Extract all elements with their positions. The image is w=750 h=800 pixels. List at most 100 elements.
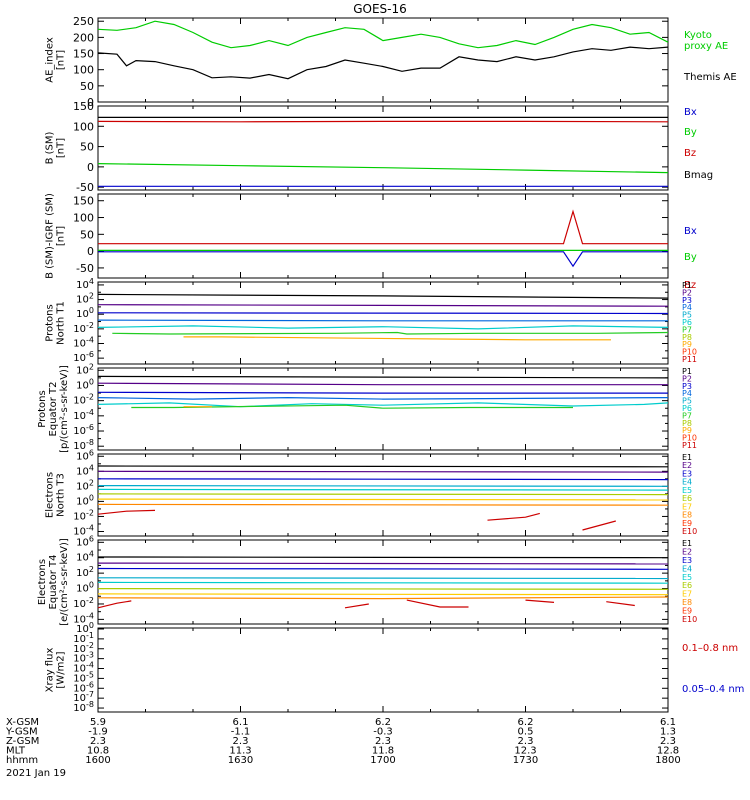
legend-label: E2 xyxy=(682,547,692,556)
axis-row-label: MLT xyxy=(6,746,26,757)
axis-row-value: 6.2 xyxy=(518,717,534,728)
legend-label: E8 xyxy=(682,511,692,520)
legend-label: E1 xyxy=(682,453,692,462)
axis-row-value: -1.9 xyxy=(88,727,108,738)
panel-frame xyxy=(97,193,669,279)
legend-label: E7 xyxy=(682,502,692,511)
legend-label: P2 xyxy=(682,288,692,297)
axis-row-value: 1630 xyxy=(228,755,253,766)
y-tick-label: 10-4 xyxy=(73,523,94,537)
legend-label: P11 xyxy=(682,441,697,450)
legend-label: P8 xyxy=(682,333,692,342)
axis-row-value: -0.3 xyxy=(373,727,393,738)
y-tick-label: 10-4 xyxy=(73,336,94,350)
y-tick-label: 104 xyxy=(76,550,94,564)
series-p2 xyxy=(97,382,668,386)
series-p1 xyxy=(97,375,669,379)
y-axis-title: Equator T4 xyxy=(48,555,59,610)
y-tick-label: 104 xyxy=(76,463,94,477)
axis-row-value: 2.3 xyxy=(518,736,534,747)
y-axis-title: [p/(cm²-s-sr-keV)] xyxy=(59,365,70,453)
series-e9 xyxy=(97,600,132,609)
date-label: 2021 Jan 19 xyxy=(6,768,66,779)
legend-label: E9 xyxy=(682,607,692,616)
legend-label: P1 xyxy=(682,281,692,290)
series-p3 xyxy=(97,391,668,394)
legend-label: E7 xyxy=(682,590,692,599)
series-p5 xyxy=(97,402,669,408)
y-axis-title: B (SM)-IGRF (SM) xyxy=(45,193,56,279)
y-axis-title: Electrons xyxy=(37,559,48,605)
series-kyoto xyxy=(97,20,669,49)
series-e9b xyxy=(344,603,369,609)
y-axis-title: North T3 xyxy=(56,473,67,517)
legend-label: E9 xyxy=(682,519,692,528)
y-tick-label: 100 xyxy=(76,581,94,595)
legend-label: P9 xyxy=(682,340,692,349)
series-e1 xyxy=(97,465,669,468)
legend-label: P3 xyxy=(682,382,692,391)
axis-row-value: 2.3 xyxy=(233,736,249,747)
axis-row-value: 1600 xyxy=(85,755,110,766)
legend-label: P8 xyxy=(682,419,692,428)
panel-frame xyxy=(97,367,669,451)
series-bz xyxy=(98,209,668,245)
legend-label: E10 xyxy=(682,527,697,536)
y-tick-label: 10-2 xyxy=(73,641,94,655)
series-themis-ae xyxy=(97,46,669,80)
legend-label: E5 xyxy=(682,486,692,495)
y-tick-label: 102 xyxy=(76,478,94,492)
series-by xyxy=(97,163,669,174)
legend-label: Themis AE xyxy=(683,72,737,83)
legend-label: E8 xyxy=(682,598,692,607)
y-tick-label: 10-3 xyxy=(73,651,94,665)
y-axis-title: [nT] xyxy=(56,138,67,158)
axis-row-value: 1730 xyxy=(513,755,538,766)
y-tick-label: 10-4 xyxy=(73,611,94,625)
axis-row-value: 2.3 xyxy=(660,736,676,747)
axis-row-value: 6.1 xyxy=(233,717,249,728)
legend-label: E4 xyxy=(682,478,692,487)
series-e9d xyxy=(525,599,555,603)
y-tick-label: 50 xyxy=(80,141,94,154)
series-e9c xyxy=(406,599,469,608)
series-e7 xyxy=(97,498,669,501)
y-tick-label: 0 xyxy=(87,245,94,258)
panel-frame xyxy=(97,17,669,103)
legend-label: P10 xyxy=(682,348,697,357)
y-tick-label: 150 xyxy=(73,48,94,61)
y-tick-label: 100 xyxy=(73,120,94,133)
series-bx xyxy=(98,251,668,268)
y-tick-label: -50 xyxy=(76,262,94,275)
y-axis-title: Protons xyxy=(37,390,48,427)
y-tick-label: 10-6 xyxy=(73,680,94,694)
series-e3 xyxy=(97,567,669,570)
panel-frame xyxy=(97,105,669,191)
y-tick-label: 10-5 xyxy=(73,670,94,684)
legend-label: By xyxy=(684,127,697,138)
y-tick-label: 10-1 xyxy=(73,631,94,645)
axis-row-value: 1800 xyxy=(655,755,680,766)
legend-label: E4 xyxy=(682,564,692,573)
y-tick-label: 150 xyxy=(73,195,94,208)
series-p6 xyxy=(112,331,669,335)
plot-title: GOES-16 xyxy=(353,2,407,16)
y-axis-title: B (SM) xyxy=(45,131,56,164)
series-e6 xyxy=(97,587,669,590)
legend-label: P7 xyxy=(682,325,692,334)
legend-label: E1 xyxy=(682,539,692,548)
legend-label: P6 xyxy=(682,404,692,413)
y-tick-label: 10-2 xyxy=(73,508,94,522)
legend-label: P4 xyxy=(682,303,692,312)
axis-row-value: 10.8 xyxy=(87,746,109,757)
y-tick-label: 10-8 xyxy=(73,438,94,452)
y-axis-title: North T1 xyxy=(56,301,67,345)
axis-row-value: 1.3 xyxy=(660,727,676,738)
series-e4 xyxy=(97,485,669,487)
y-tick-label: 102 xyxy=(76,565,94,579)
y-tick-label: 106 xyxy=(76,448,94,462)
legend-label: 0.1–0.8 nm xyxy=(682,643,738,654)
legend-label: E6 xyxy=(682,581,692,590)
